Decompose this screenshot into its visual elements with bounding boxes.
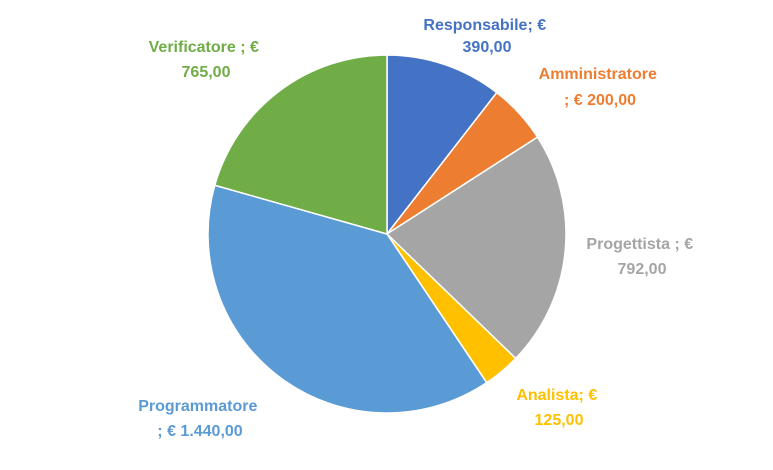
- pie-slices: [207, 54, 567, 414]
- label-verificatore: Verificatore ; € 765,00: [149, 39, 264, 81]
- label-programmatore: Programmatore ; € 1.440,00: [138, 398, 262, 440]
- pie-slice-responsabile: [386, 54, 498, 237]
- label-analista: Analista; € 125,00: [516, 387, 601, 429]
- label-amministratore: Amministratore ; € 200,00: [539, 66, 662, 109]
- label-responsabile: Responsabile; € 390,00: [423, 17, 550, 56]
- pie-slice-programmatore: [207, 184, 488, 414]
- label-progettista: Progettista ; € 792,00: [586, 236, 697, 278]
- pie-slice-verificatore: [213, 54, 388, 235]
- pie-slice-progettista: [385, 136, 567, 360]
